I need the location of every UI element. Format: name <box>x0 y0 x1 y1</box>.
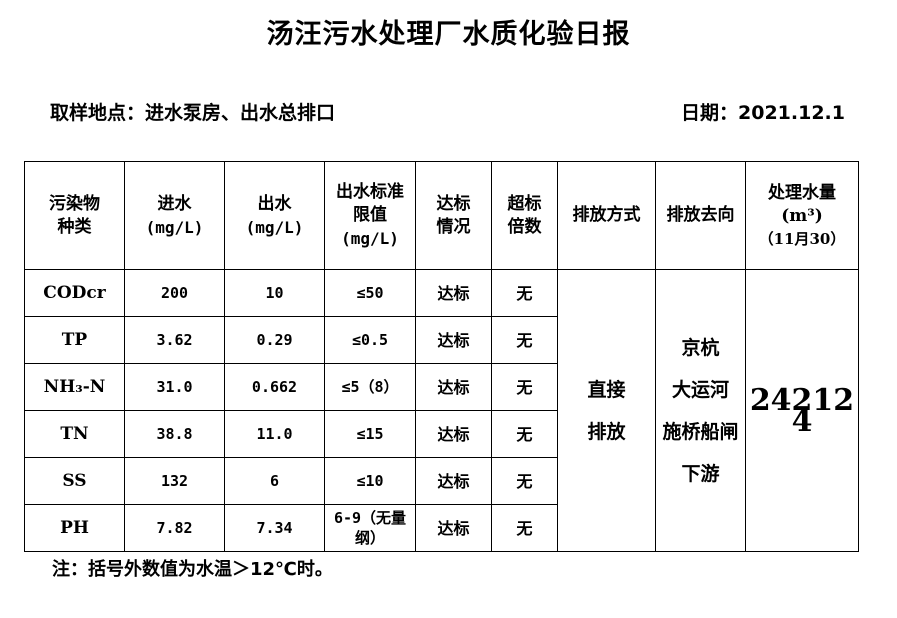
cell-compliance: 达标 <box>415 363 492 411</box>
header-compliance-line1: 达标 <box>436 193 471 214</box>
table-row: TN 38.8 11.0 ≤15 达标 无 <box>24 410 859 458</box>
cell-exceed: 无 <box>491 457 558 505</box>
header-discharge-dest-line1: 排放去向 <box>666 205 735 225</box>
discharge-dest-line3: 施桥船闸 <box>662 420 739 443</box>
page-title: 汤汪污水处理厂水质化验日报 <box>266 19 631 50</box>
table-row: SS 132 6 ≤10 达标 无 <box>24 457 859 505</box>
cell-pollutant-name: SS <box>24 457 125 505</box>
cell-effluent: 0.662 <box>224 363 325 411</box>
cell-exceed: 无 <box>491 410 558 458</box>
report-date-label: 日期：2021.12.1 <box>681 102 845 124</box>
cell-treated-volume: 242124 <box>745 269 859 552</box>
discharge-dest-line1: 京杭 <box>681 336 720 359</box>
sampling-location-label: 取样地点：进水泵房、出水总排口 <box>50 102 336 124</box>
header-pollutant: 污染物 种类 <box>24 161 125 270</box>
cell-exceed: 无 <box>491 269 558 317</box>
cell-effluent: 7.34 <box>224 504 325 552</box>
table-row: TP 3.62 0.29 ≤0.5 达标 无 <box>24 316 859 364</box>
cell-pollutant-name: CODcr <box>24 269 125 317</box>
header-effluent: 出水 (mg/L) <box>224 161 325 270</box>
table-header-row: 污染物 种类 进水 (mg/L) 出水 (mg/L) 出水标准 限值 (mg/L… <box>24 161 859 270</box>
cell-influent: 7.82 <box>124 504 225 552</box>
cell-influent: 132 <box>124 457 225 505</box>
discharge-mode-line1: 直接 <box>587 378 626 401</box>
cell-pollutant-name: NH₃-N <box>24 363 125 411</box>
header-discharge-mode-line1: 排放方式 <box>572 205 641 225</box>
cell-exceed: 无 <box>491 363 558 411</box>
cell-exceed: 无 <box>491 504 558 552</box>
header-compliance-line2: 情况 <box>436 216 471 237</box>
meta-row: 取样地点：进水泵房、出水总排口 日期：2021.12.1 <box>24 100 873 126</box>
cell-effluent: 0.29 <box>224 316 325 364</box>
header-exceed-line2: 倍数 <box>507 216 542 237</box>
header-limit: 出水标准 限值 (mg/L) <box>324 161 416 270</box>
header-volume-unit: (m³) <box>781 205 823 226</box>
header-exceed-line1: 超标 <box>507 193 542 214</box>
cell-pollutant-name: TP <box>24 316 125 364</box>
header-volume-line1: 处理水量 <box>768 182 836 203</box>
cell-influent: 200 <box>124 269 225 317</box>
table-row: CODcr 200 10 ≤50 达标 无 直接 排放 京杭 大运河 施桥船闸 … <box>24 269 859 552</box>
cell-compliance: 达标 <box>415 504 492 552</box>
header-effluent-line1: 出水 <box>257 193 292 214</box>
discharge-mode-line2: 排放 <box>587 420 626 443</box>
cell-effluent: 11.0 <box>224 410 325 458</box>
cell-limit: 6-9（无量纲） <box>324 504 416 552</box>
cell-limit: ≤50 <box>324 269 416 317</box>
cell-discharge-mode: 直接 排放 <box>557 269 656 552</box>
header-exceed: 超标 倍数 <box>491 161 558 270</box>
header-influent-line1: 进水 <box>157 193 192 214</box>
table-row: NH₃-N 31.0 0.662 ≤5（8） 达标 无 <box>24 363 859 411</box>
cell-discharge-destination: 京杭 大运河 施桥船闸 下游 <box>655 269 746 552</box>
header-discharge-destination: 排放去向 <box>655 161 746 270</box>
cell-limit: ≤0.5 <box>324 316 416 364</box>
header-limit-unit: (mg/L) <box>341 229 399 248</box>
cell-influent: 3.62 <box>124 316 225 364</box>
header-treated-volume: 处理水量 (m³) （11月30） <box>745 161 859 270</box>
header-pollutant-line2: 种类 <box>57 216 92 237</box>
cell-exceed: 无 <box>491 316 558 364</box>
cell-influent: 31.0 <box>124 363 225 411</box>
header-influent-unit: (mg/L) <box>145 217 204 237</box>
header-limit-line1: 出水标准 <box>336 182 404 202</box>
cell-compliance: 达标 <box>415 269 492 317</box>
header-limit-line2: 限值 <box>353 205 387 225</box>
water-quality-table: 污染物 种类 进水 (mg/L) 出水 (mg/L) 出水标准 限值 (mg/L… <box>24 161 859 552</box>
header-discharge-mode: 排放方式 <box>557 161 656 270</box>
discharge-dest-line4: 下游 <box>681 462 720 485</box>
header-volume-subnote: （11月30） <box>758 229 846 248</box>
cell-pollutant-name: TN <box>24 410 125 458</box>
header-influent: 进水 (mg/L) <box>124 161 225 270</box>
cell-limit: ≤15 <box>324 410 416 458</box>
cell-pollutant-name: PH <box>24 504 125 552</box>
cell-compliance: 达标 <box>415 457 492 505</box>
cell-compliance: 达标 <box>415 316 492 364</box>
table-row: PH 7.82 7.34 6-9（无量纲） 达标 无 <box>24 504 859 552</box>
header-effluent-unit: (mg/L) <box>245 217 304 237</box>
header-compliance: 达标 情况 <box>415 161 492 270</box>
discharge-dest-line2: 大运河 <box>671 378 729 401</box>
cell-effluent: 6 <box>224 457 325 505</box>
table-footnote: 注：括号外数值为水温＞12℃时。 <box>52 559 333 580</box>
header-pollutant-line1: 污染物 <box>49 193 100 214</box>
table-body: CODcr 200 10 ≤50 达标 无 直接 排放 京杭 大运河 施桥船闸 … <box>24 269 859 552</box>
cell-compliance: 达标 <box>415 410 492 458</box>
cell-effluent: 10 <box>224 269 325 317</box>
cell-limit: ≤10 <box>324 457 416 505</box>
cell-limit: ≤5（8） <box>324 363 416 411</box>
cell-influent: 38.8 <box>124 410 225 458</box>
